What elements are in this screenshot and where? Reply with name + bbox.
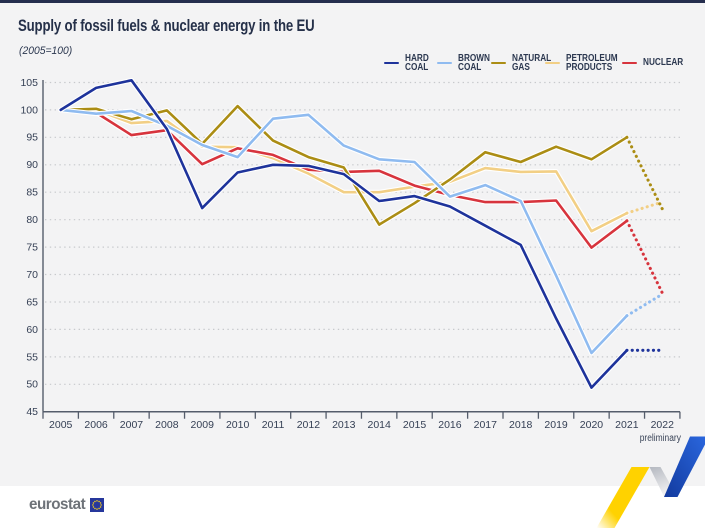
x-tick-label-2020: 2020 — [580, 419, 604, 431]
y-tick-label-75: 75 — [26, 242, 38, 254]
eu-flag-star — [96, 508, 98, 510]
eu-flag-star — [96, 500, 98, 502]
legend-swatch — [491, 61, 506, 65]
y-tick-label-50: 50 — [26, 379, 38, 391]
x-tick-label-2008: 2008 — [155, 419, 179, 431]
y-tick-label-65: 65 — [26, 296, 38, 308]
eu-flag-star — [92, 502, 95, 504]
legend-item-nuclear: NUCLEAR — [622, 52, 691, 74]
y-tick-label-70: 70 — [26, 269, 38, 281]
legend-item-hard-coal: HARD COAL — [384, 52, 433, 74]
eu-flag-star — [92, 504, 94, 506]
legend-item-petroleum-products: PETROLEUM PRODUCTS — [545, 52, 628, 74]
legend-item-brown-coal: BROWN COAL — [437, 52, 496, 74]
eu-flag-star — [99, 506, 102, 508]
eu-flag-star — [100, 504, 102, 506]
x-tick-label-2005: 2005 — [49, 419, 73, 431]
legend-label: NATURAL GAS — [512, 52, 552, 73]
y-tick-label-100: 100 — [20, 104, 38, 116]
x-axis-labels: 2005 2006 2007 2008 2009 2010 2011 2012 2013 2014… — [49, 419, 674, 431]
y-tick-label-80: 80 — [26, 214, 38, 226]
y-tick-label-95: 95 — [26, 132, 38, 144]
eurostat-ribbon-logo — [596, 436, 705, 528]
x-tick-label-2019: 2019 — [544, 419, 568, 431]
gridlines — [45, 81, 680, 385]
eu-flag-icon — [90, 498, 105, 512]
x-tick-label-2014: 2014 — [367, 419, 391, 431]
ribbon-blue-band — [664, 436, 705, 497]
eu-flag-star — [98, 507, 100, 510]
x-tick-label-2016: 2016 — [438, 419, 462, 431]
x-tick-label-2011: 2011 — [262, 419, 285, 431]
legend-label: HARD COAL — [405, 52, 429, 73]
series-nuclear-casing — [58, 107, 630, 251]
series-brown-coal-preliminary-dotted — [625, 292, 664, 318]
legend-swatch — [384, 61, 399, 65]
y-tick-label-85: 85 — [26, 187, 38, 199]
x-tick-label-2007: 2007 — [120, 419, 144, 431]
top-accent-bar — [0, 0, 705, 3]
x-tick-label-2017: 2017 — [474, 419, 498, 431]
legend-label: PETROLEUM PRODUCTS — [566, 52, 618, 73]
x-tick-label-2012: 2012 — [297, 419, 321, 431]
x-tick-label-2021: 2021 — [615, 419, 639, 431]
chart-subtitle: (2005=100) — [19, 45, 73, 57]
x-tick-label-2018: 2018 — [509, 419, 533, 431]
y-tick-label-90: 90 — [26, 159, 38, 171]
series-petroleum-products-preliminary-dotted — [625, 200, 664, 215]
legend-swatch — [622, 61, 637, 65]
eu-flag-star — [94, 507, 96, 510]
preliminary-note: preliminary — [639, 433, 681, 444]
series-natural-gas-preliminary-dotted — [625, 135, 664, 211]
series-hard-coal-casing — [58, 77, 630, 391]
y-tick-label-55: 55 — [26, 351, 38, 363]
series-lines — [58, 77, 664, 391]
x-tick-label-2015: 2015 — [403, 419, 427, 431]
x-tick-label-2009: 2009 — [191, 419, 215, 431]
series-hard-coal-line — [59, 79, 629, 389]
eu-flag-star — [92, 506, 95, 508]
legend-item-natural-gas: NATURAL GAS — [491, 52, 559, 74]
y-tick-label-60: 60 — [26, 324, 38, 336]
eurostat-logo: eurostat — [29, 496, 105, 513]
series-brown-coal-line — [59, 108, 629, 355]
legend-swatch — [437, 61, 452, 65]
legend-swatch — [545, 61, 560, 65]
eu-flag-star — [94, 500, 96, 503]
series-nuclear-line — [59, 108, 629, 249]
legend-label: BROWN COAL — [458, 52, 490, 73]
x-tick-label-2010: 2010 — [226, 419, 250, 431]
eu-flag-star — [98, 500, 100, 503]
series-nuclear-preliminary-dotted — [625, 219, 664, 295]
legend-label: NUCLEAR — [643, 57, 684, 69]
y-axis-labels: 45 50 55 60 65 70 75 80 85 90 95 100 105 — [20, 77, 38, 418]
axes — [42, 80, 681, 419]
y-tick-label-45: 45 — [26, 406, 38, 418]
x-tick-label-2022: 2022 — [651, 419, 675, 431]
page-title: Supply of fossil fuels & nuclear energy … — [18, 17, 315, 35]
x-tick-label-2006: 2006 — [84, 419, 108, 431]
x-tick-label-2013: 2013 — [332, 419, 356, 431]
y-tick-label-105: 105 — [20, 77, 38, 89]
eu-flag-star — [99, 502, 102, 504]
ribbon-yellow-band — [596, 467, 650, 528]
eurostat-logo-text: eurostat — [29, 496, 86, 513]
